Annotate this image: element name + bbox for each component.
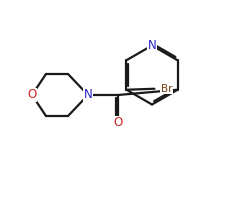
Text: O: O (113, 116, 123, 130)
Text: N: N (84, 88, 92, 102)
Text: Br: Br (161, 84, 172, 94)
Text: O: O (27, 88, 37, 102)
Text: N: N (148, 39, 156, 52)
